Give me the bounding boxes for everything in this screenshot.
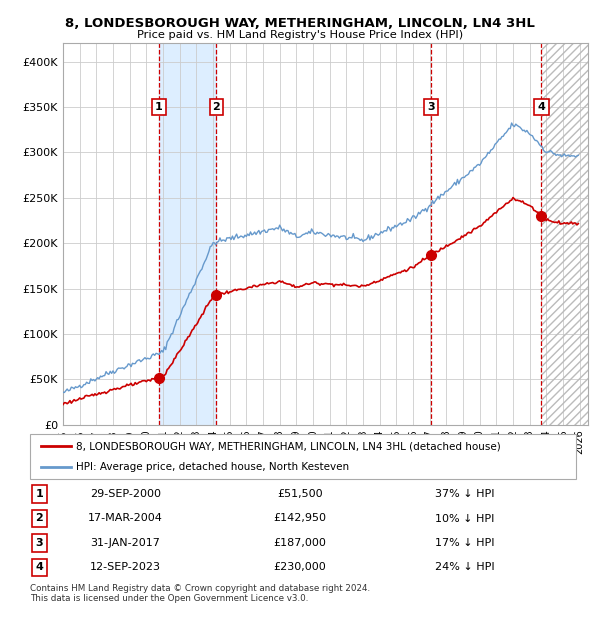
Text: £187,000: £187,000	[274, 538, 326, 548]
FancyBboxPatch shape	[30, 434, 576, 479]
Text: 24% ↓ HPI: 24% ↓ HPI	[436, 562, 495, 572]
Bar	[541, 43, 588, 425]
Text: 12-SEP-2023: 12-SEP-2023	[89, 562, 161, 572]
Text: £51,500: £51,500	[277, 489, 323, 499]
Text: Contains HM Land Registry data © Crown copyright and database right 2024.
This d: Contains HM Land Registry data © Crown c…	[30, 584, 370, 603]
Text: 3: 3	[427, 102, 435, 112]
Text: £142,950: £142,950	[274, 513, 326, 523]
Text: 8, LONDESBOROUGH WAY, METHERINGHAM, LINCOLN, LN4 3HL: 8, LONDESBOROUGH WAY, METHERINGHAM, LINC…	[65, 17, 535, 30]
Text: Price paid vs. HM Land Registry's House Price Index (HPI): Price paid vs. HM Land Registry's House …	[137, 30, 463, 40]
Text: 17% ↓ HPI: 17% ↓ HPI	[436, 538, 495, 548]
Text: 4: 4	[35, 562, 43, 572]
Text: 10% ↓ HPI: 10% ↓ HPI	[436, 513, 495, 523]
Text: 1: 1	[35, 489, 43, 499]
Text: £230,000: £230,000	[274, 562, 326, 572]
Text: 2: 2	[212, 102, 220, 112]
Text: 31-JAN-2017: 31-JAN-2017	[90, 538, 160, 548]
Text: 29-SEP-2000: 29-SEP-2000	[89, 489, 161, 499]
Bar	[159, 43, 217, 425]
Text: 17-MAR-2004: 17-MAR-2004	[88, 513, 163, 523]
Text: 1: 1	[155, 102, 163, 112]
Text: HPI: Average price, detached house, North Kesteven: HPI: Average price, detached house, Nort…	[76, 461, 350, 472]
Text: 3: 3	[35, 538, 43, 548]
Bar	[541, 43, 588, 425]
Text: 4: 4	[538, 102, 545, 112]
Text: 37% ↓ HPI: 37% ↓ HPI	[436, 489, 495, 499]
Text: 2: 2	[35, 513, 43, 523]
Text: 8, LONDESBOROUGH WAY, METHERINGHAM, LINCOLN, LN4 3HL (detached house): 8, LONDESBOROUGH WAY, METHERINGHAM, LINC…	[76, 441, 501, 451]
